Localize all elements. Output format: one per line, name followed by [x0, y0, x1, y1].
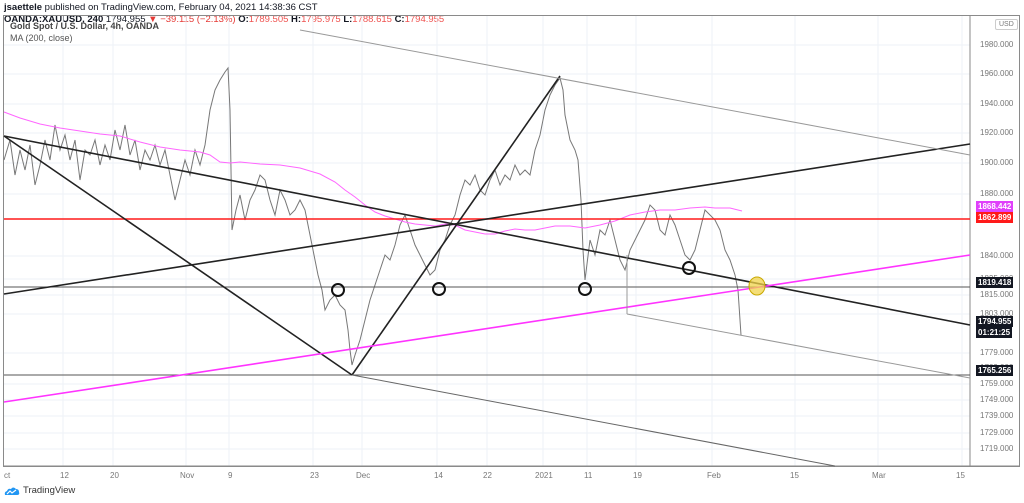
- price-axis-label: 1940.000: [980, 99, 1014, 108]
- symbol-label: OANDA:XAUUSD, 240: [4, 14, 104, 25]
- price-tag: 01:21:25: [976, 327, 1013, 338]
- price-tag: 1819.418: [976, 277, 1014, 288]
- last-price: 1794.955: [105, 14, 146, 25]
- time-axis-label: Feb: [707, 471, 721, 480]
- price-axis-label: 1960.000: [980, 69, 1014, 78]
- price-axis-label: 1815.000: [980, 290, 1014, 299]
- open-label: O:: [238, 14, 249, 25]
- high-value: 1795.975: [301, 14, 341, 25]
- time-axis-label: 20: [110, 471, 119, 480]
- support-circles: [331, 261, 696, 297]
- price-tag: 1868.442: [976, 201, 1014, 212]
- high-label: H:: [291, 14, 302, 25]
- price-tag: 1862.899: [976, 212, 1014, 223]
- price-axis-label: 1749.000: [980, 395, 1014, 404]
- legend-indicator[interactable]: MA (200, close): [10, 33, 73, 43]
- upper-channel-line: [299, 29, 971, 156]
- time-axis-label: Mar: [872, 471, 886, 480]
- confluence-highlight: [748, 276, 766, 296]
- author-name[interactable]: jsaettele: [4, 2, 43, 13]
- chart-legend: Gold Spot / U.S. Dollar, 4h, OANDA MA (2…: [10, 20, 159, 44]
- time-axis-label: 15: [790, 471, 799, 480]
- price-axis-label: 1739.000: [980, 411, 1014, 420]
- time-axis-label: Nov: [180, 471, 195, 480]
- price-axis-label: 1779.000: [980, 348, 1014, 357]
- magenta-trendline: [3, 254, 971, 403]
- close-label: C:: [394, 14, 405, 25]
- ma200-line: [3, 111, 743, 235]
- circle-marker: [331, 283, 345, 297]
- time-axis-label: 15: [956, 471, 965, 480]
- price-tag: 1794.955: [976, 316, 1014, 327]
- tradingview-cloud-icon: [4, 487, 20, 495]
- circle-marker: [578, 282, 592, 296]
- publish-info: published on TradingView.com, February 0…: [44, 2, 318, 13]
- time-axis-label: 2021: [535, 471, 553, 480]
- circle-marker: [432, 282, 446, 296]
- time-axis-label: 14: [434, 471, 443, 480]
- time-axis-label: 12: [60, 471, 69, 480]
- lower-channel-line: [351, 374, 836, 467]
- decline-trendline: [3, 135, 353, 376]
- price-axis-label: 1729.000: [980, 428, 1014, 437]
- tradingview-logo[interactable]: TradingView: [4, 485, 75, 496]
- publish-header: jsaettele published on TradingView.com, …: [4, 2, 444, 26]
- price-axis-label: 1920.000: [980, 128, 1014, 137]
- time-axis-label: 22: [483, 471, 492, 480]
- mid-channel-line: [626, 313, 971, 379]
- open-value: 1789.505: [248, 14, 289, 25]
- grid-lines: [4, 16, 970, 466]
- circle-marker: [682, 261, 696, 275]
- price-axis-label: 1880.000: [980, 189, 1014, 198]
- time-axis-label: 19: [633, 471, 642, 480]
- price-axis-label: 1719.000: [980, 444, 1014, 453]
- time-axis-label: Dec: [356, 471, 371, 480]
- close-value: 1794.955: [404, 14, 445, 25]
- time-axis-label: 11: [584, 471, 593, 480]
- low-value: 1788.615: [352, 14, 392, 25]
- time-axis-label: 23: [310, 471, 319, 480]
- time-axis-label: ct: [4, 471, 11, 480]
- low-label: L:: [343, 14, 353, 25]
- currency-badge[interactable]: USD: [995, 19, 1018, 30]
- price-axis-label: 1803.000: [980, 309, 1014, 318]
- ascending-trendline: [3, 143, 971, 295]
- price-series: [3, 66, 742, 366]
- descending-trendline: [3, 135, 971, 326]
- price-axis-label: 1980.000: [980, 40, 1014, 49]
- price-axis-label: 1759.000: [980, 379, 1014, 388]
- price-change: ▼ −39.115 (−2.13%): [148, 14, 236, 25]
- price-tag: 1765.256: [976, 365, 1014, 376]
- rally-trendline: [351, 75, 561, 376]
- price-axis-label: 1840.000: [980, 251, 1014, 260]
- branding-text: TradingView: [23, 485, 76, 496]
- legend-title: Gold Spot / U.S. Dollar, 4h, OANDA: [10, 21, 160, 31]
- price-axis-label: 1900.000: [980, 158, 1014, 167]
- time-axis-label: 9: [228, 471, 233, 480]
